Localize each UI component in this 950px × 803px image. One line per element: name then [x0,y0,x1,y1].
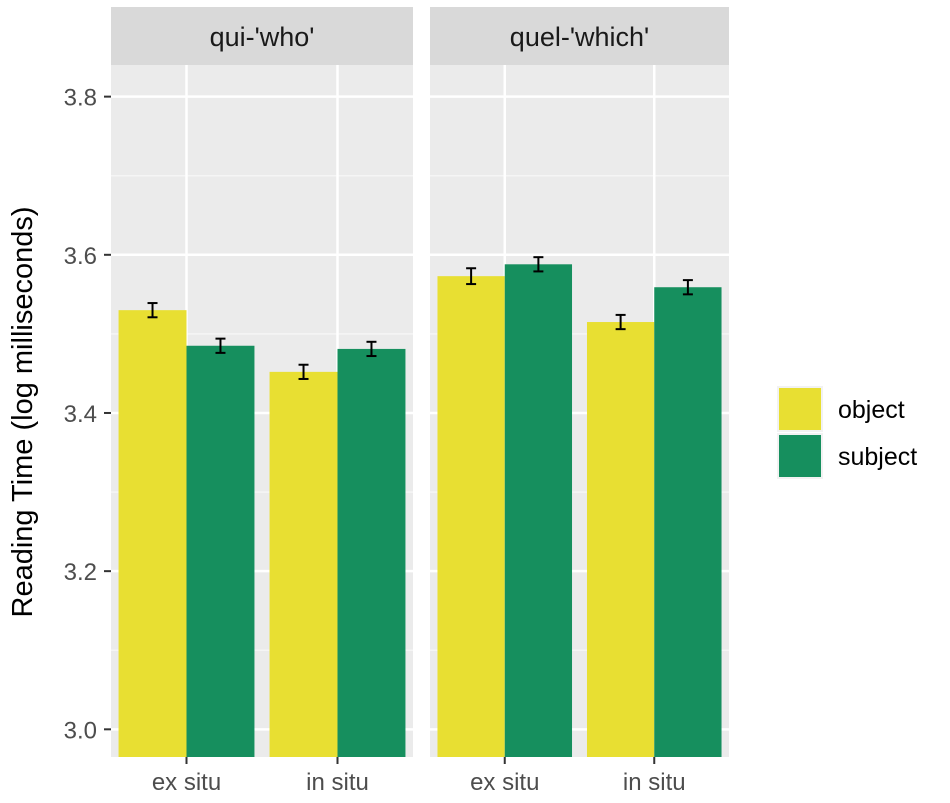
facet-label: quel-'which' [510,22,649,52]
legend-item-subject: subject [777,433,917,479]
error-bar [533,256,544,273]
legend-label: object [838,396,905,424]
bar-subject [504,264,573,757]
error-bar [215,337,226,354]
error-bar [366,340,377,358]
y-axis-title: Reading Time (log milliseconds) [7,207,39,618]
legend-swatch [779,435,821,477]
x-tick-label: in situ [623,769,686,796]
error-bar [147,302,158,319]
error-bar [298,363,309,380]
x-axis: ex situ in situ ex situ in situ [152,757,686,796]
x-tick-label: in situ [306,769,369,796]
y-tick-label: 3.0 [64,717,97,744]
facet-strip [111,7,413,65]
legend-swatch [779,388,821,430]
bar-subject [186,345,255,757]
chart-panels: qui-'who' quel-'which' [111,7,729,757]
error-bar [466,267,477,286]
y-tick-label: 3.2 [64,559,97,586]
y-tick-label: 3.6 [64,243,97,270]
panel-2: quel-'which' [430,7,729,757]
legend-label: subject [838,443,917,471]
bar-object [118,310,187,757]
error-bar [682,279,693,296]
bar-object [437,276,505,757]
bar-subject [654,287,722,757]
x-tick-label: ex situ [470,769,539,796]
y-axis: 3.0 3.2 3.4 3.6 3.8 [64,85,111,744]
facet-label: qui-'who' [210,22,315,52]
facet-strip [430,7,729,65]
bar-object [586,322,655,757]
bar-object [269,371,338,757]
legend-item-object: object [777,386,905,432]
error-bar [615,313,626,331]
panel-1: qui-'who' [111,7,413,757]
y-tick-label: 3.4 [64,401,97,428]
bar-subject [337,348,406,757]
y-tick-label: 3.8 [64,85,97,112]
x-tick-label: ex situ [152,769,221,796]
legend: object subject [777,386,917,479]
